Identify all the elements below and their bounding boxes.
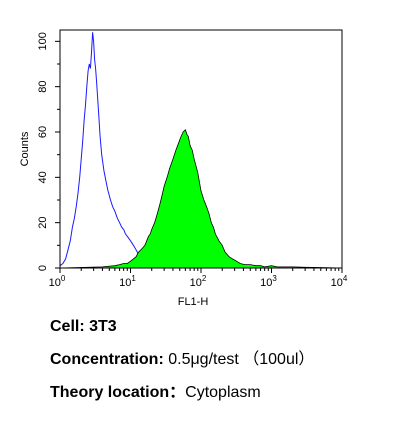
concentration-label: Concentration: bbox=[50, 351, 169, 368]
cell-label: Cell: bbox=[50, 318, 90, 335]
plot-area bbox=[59, 32, 343, 269]
location-value: Cytoplasm bbox=[185, 384, 261, 401]
cell-caption: Cell: 3T3 bbox=[50, 318, 314, 343]
caption-block: Cell: 3T3 Concentration: 0.5μg/test （100… bbox=[50, 318, 314, 417]
y-tick-label: 40 bbox=[37, 171, 49, 183]
x-tick-label: 104 bbox=[331, 274, 348, 289]
concentration-caption: Concentration: 0.5μg/test （100ul） bbox=[50, 351, 314, 376]
series-control-line bbox=[59, 32, 148, 267]
x-axis: 100 101 102 103 104 bbox=[49, 268, 348, 289]
cell-value: 3T3 bbox=[89, 318, 117, 335]
location-label: Theory location： bbox=[50, 384, 186, 401]
x-tick-label: 102 bbox=[190, 274, 207, 289]
x-tick-label: 103 bbox=[260, 274, 277, 289]
y-axis: 0 20 40 60 80 100 bbox=[37, 32, 60, 271]
y-tick-label: 80 bbox=[37, 81, 49, 93]
series-sample-area bbox=[59, 128, 343, 269]
concentration-value: 0.5μg/test （100ul） bbox=[168, 351, 315, 368]
x-axis-title: FL1-H bbox=[178, 296, 209, 308]
y-tick-label: 100 bbox=[37, 32, 49, 50]
y-tick-label: 20 bbox=[37, 217, 49, 229]
x-tick-label: 101 bbox=[119, 274, 136, 289]
flow-histogram-chart: 100 101 102 103 104 0 20 40 60 80 100 FL1-H Count… bbox=[19, 29, 348, 308]
y-axis-title: Counts bbox=[19, 131, 31, 166]
y-tick-label: 0 bbox=[37, 265, 49, 271]
y-tick-label: 60 bbox=[37, 126, 49, 138]
location-caption: Theory location：Cytoplasm bbox=[50, 384, 314, 409]
x-tick-label: 100 bbox=[49, 274, 66, 289]
